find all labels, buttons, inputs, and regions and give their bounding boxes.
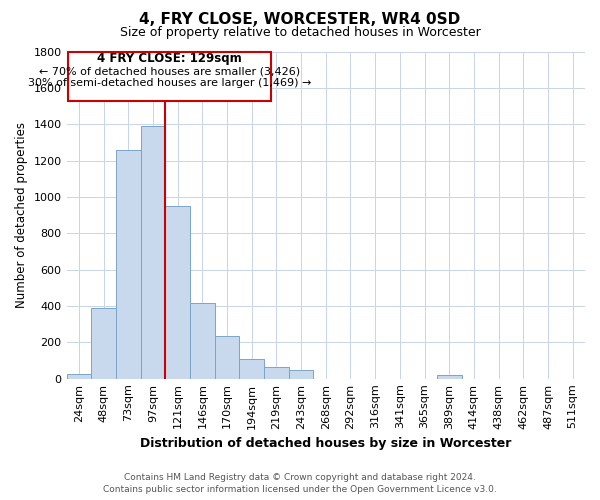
Bar bbox=[264, 367, 289, 378]
Text: ← 70% of detached houses are smaller (3,426): ← 70% of detached houses are smaller (3,… bbox=[39, 66, 300, 76]
Text: 30% of semi-detached houses are larger (1,469) →: 30% of semi-detached houses are larger (… bbox=[28, 78, 311, 88]
Bar bbox=[91, 308, 116, 378]
Bar bbox=[116, 150, 140, 378]
Text: Size of property relative to detached houses in Worcester: Size of property relative to detached ho… bbox=[119, 26, 481, 39]
Bar bbox=[289, 370, 313, 378]
Text: 4, FRY CLOSE, WORCESTER, WR4 0SD: 4, FRY CLOSE, WORCESTER, WR4 0SD bbox=[139, 12, 461, 28]
Bar bbox=[140, 126, 165, 378]
Bar bbox=[190, 303, 215, 378]
X-axis label: Distribution of detached houses by size in Worcester: Distribution of detached houses by size … bbox=[140, 437, 511, 450]
FancyBboxPatch shape bbox=[68, 52, 271, 100]
Text: 4 FRY CLOSE: 129sqm: 4 FRY CLOSE: 129sqm bbox=[97, 52, 242, 66]
Y-axis label: Number of detached properties: Number of detached properties bbox=[15, 122, 28, 308]
Bar bbox=[165, 206, 190, 378]
Bar bbox=[239, 358, 264, 378]
Bar bbox=[215, 336, 239, 378]
Text: Contains HM Land Registry data © Crown copyright and database right 2024.
Contai: Contains HM Land Registry data © Crown c… bbox=[103, 472, 497, 494]
Bar bbox=[67, 374, 91, 378]
Bar bbox=[437, 376, 461, 378]
